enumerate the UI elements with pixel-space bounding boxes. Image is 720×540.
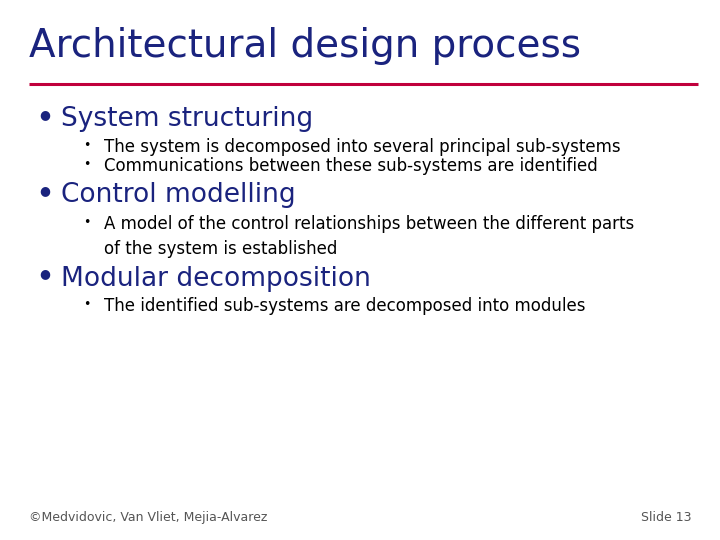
Text: ●: ● [40,108,50,121]
Text: •: • [83,298,90,311]
Text: Control modelling: Control modelling [61,182,296,208]
Text: Modular decomposition: Modular decomposition [61,266,371,292]
Text: Slide 13: Slide 13 [641,511,691,524]
Text: ●: ● [40,267,50,280]
Text: •: • [83,216,90,229]
Text: •: • [83,158,90,171]
Text: A model of the control relationships between the different parts
of the system i: A model of the control relationships bet… [104,215,634,258]
Text: •: • [83,139,90,152]
Text: System structuring: System structuring [61,106,313,132]
Text: Communications between these sub-systems are identified: Communications between these sub-systems… [104,157,598,174]
Text: The identified sub-systems are decomposed into modules: The identified sub-systems are decompose… [104,297,586,315]
Text: The system is decomposed into several principal sub-systems: The system is decomposed into several pr… [104,138,621,156]
Text: ●: ● [40,184,50,197]
Text: Architectural design process: Architectural design process [29,27,581,65]
Text: ©Medvidovic, Van Vliet, Mejia-Alvarez: ©Medvidovic, Van Vliet, Mejia-Alvarez [29,511,267,524]
